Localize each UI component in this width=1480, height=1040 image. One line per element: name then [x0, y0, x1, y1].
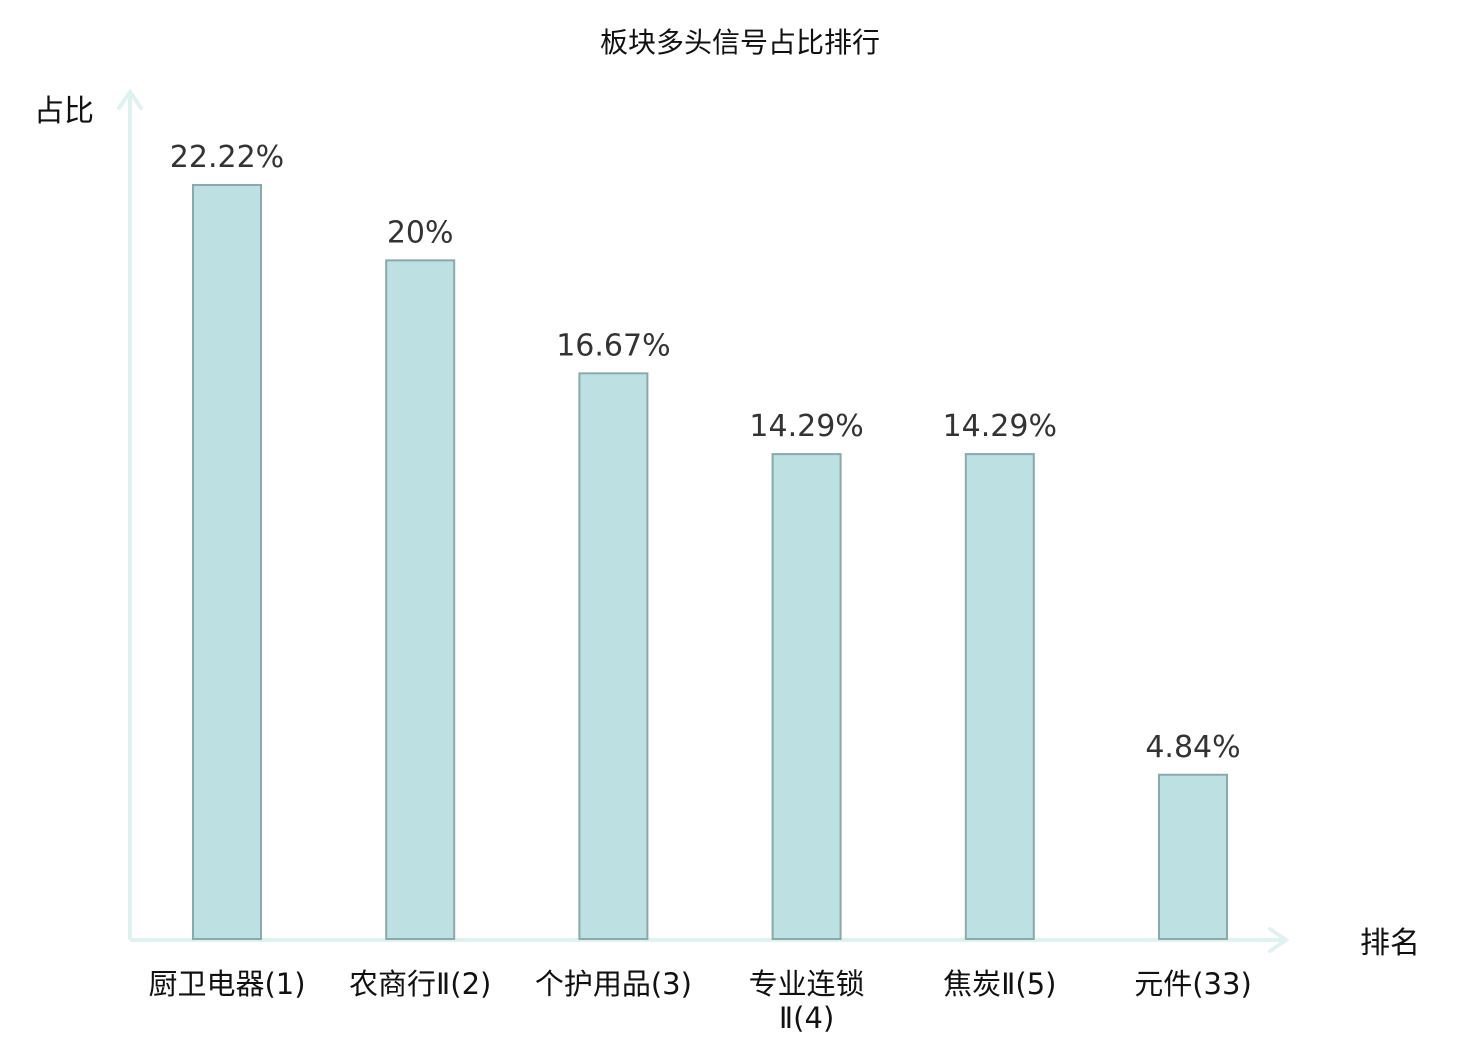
bar — [964, 453, 1035, 940]
category-label: 厨卫电器(1) — [148, 967, 305, 1001]
value-label: 16.67% — [556, 328, 670, 363]
category-label: 元件(33) — [1134, 967, 1252, 1001]
bar — [578, 372, 649, 940]
y-axis-title: 占比 — [34, 94, 94, 129]
bar — [771, 453, 842, 940]
value-label: 20% — [387, 215, 454, 250]
bar — [385, 259, 456, 940]
category-label: 焦炭Ⅱ(5) — [943, 967, 1056, 1001]
bars — [192, 184, 1228, 941]
value-label: 14.29% — [749, 409, 863, 444]
chart-title: 板块多头信号占比排行 — [600, 26, 880, 59]
category-label: 专业连锁 — [749, 967, 865, 1001]
x-axis-title: 排名 — [1360, 926, 1420, 961]
y-axis-arrow — [117, 88, 143, 110]
category-label: 个护用品(3) — [535, 967, 692, 1001]
category-label: 农商行Ⅱ(2) — [349, 967, 491, 1001]
value-label: 22.22% — [170, 140, 284, 175]
bar — [192, 184, 262, 940]
category-label: Ⅱ(4) — [779, 1001, 834, 1035]
value-label: 14.29% — [943, 409, 1057, 444]
x-axis-arrow — [1268, 927, 1290, 953]
value-label: 4.84% — [1145, 730, 1240, 765]
bar — [1158, 773, 1228, 941]
axes — [117, 88, 1290, 953]
value-labels: 22.22% 20% 16.67% 14.29% 14.29% 4.84% — [170, 140, 1241, 765]
